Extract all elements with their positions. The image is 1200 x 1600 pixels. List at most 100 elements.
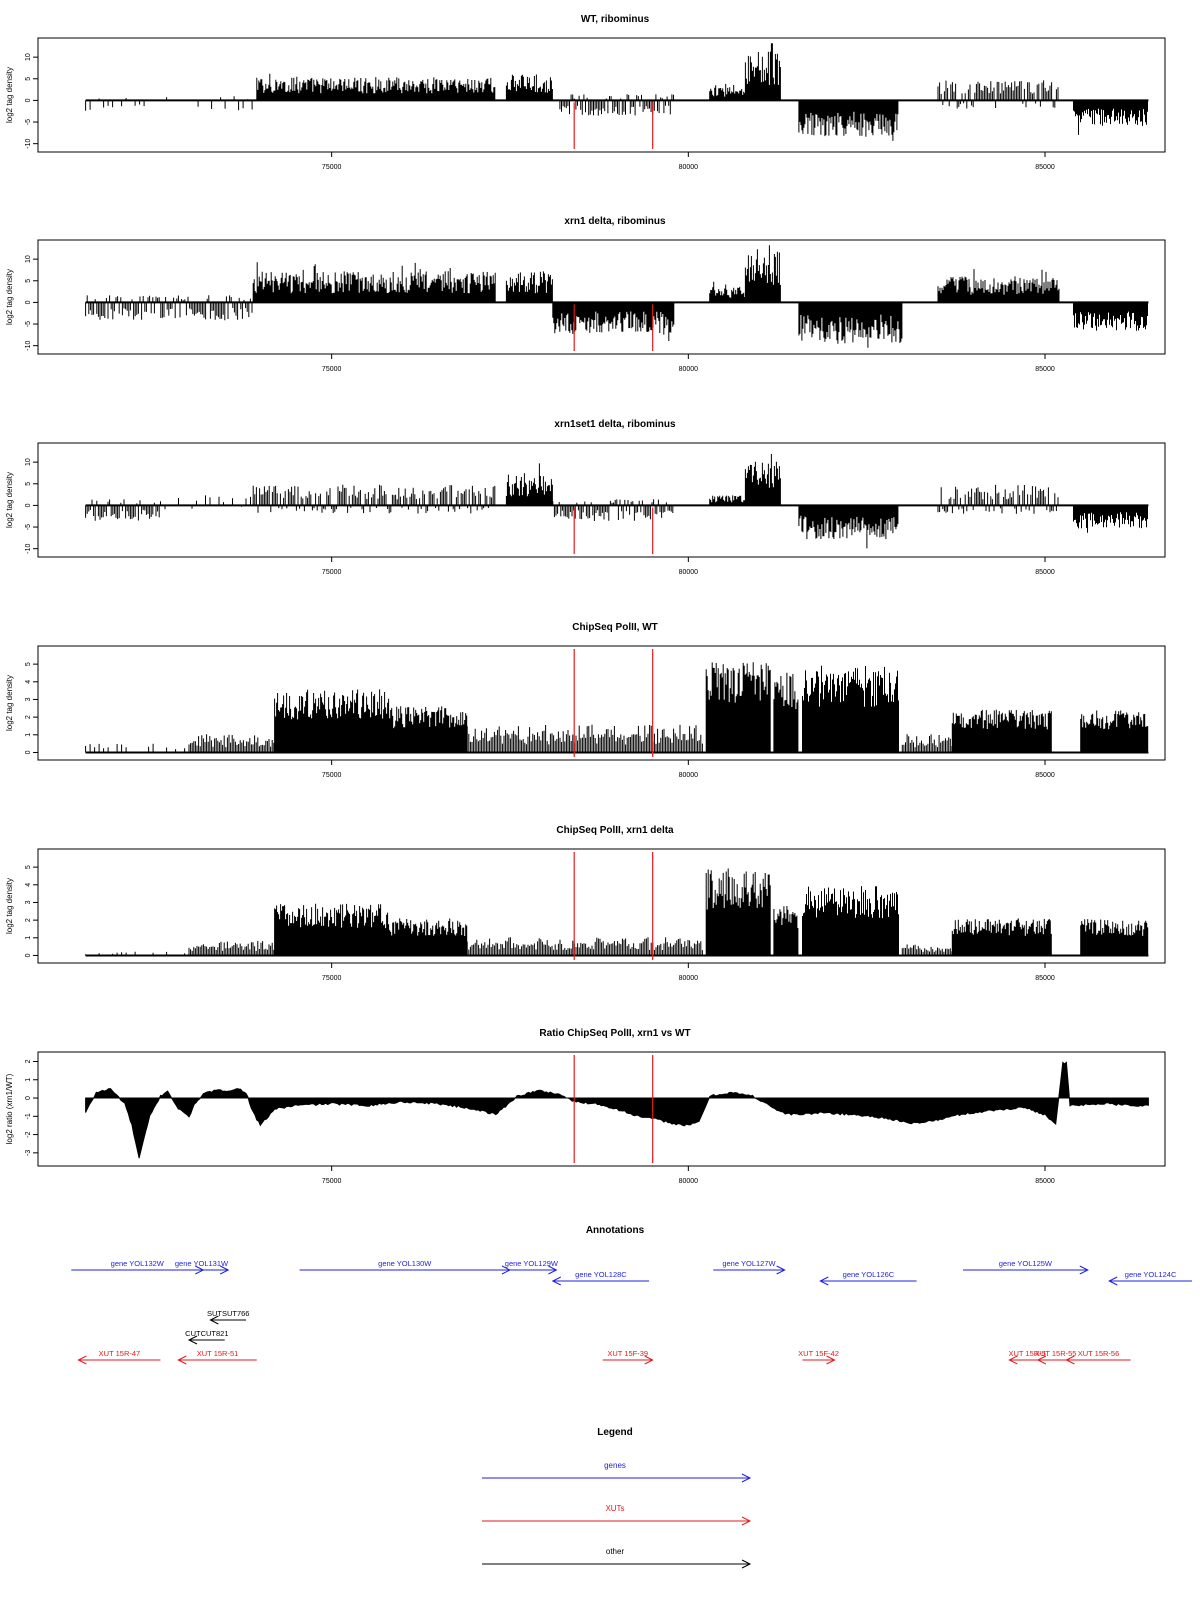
- track-panel: Ratio ChipSeq PolII, xrn1 vs WT log2 rati…: [5, 1028, 1166, 1185]
- signal-series: [85, 245, 1148, 348]
- y-tick-label: 3: [25, 900, 32, 904]
- annotation-label: gene YOL132W: [111, 1259, 165, 1268]
- y-tick-label: 5: [25, 482, 32, 486]
- legend-label: other: [606, 1547, 625, 1556]
- y-tick-label: -5: [25, 321, 32, 327]
- y-tick-label: -5: [25, 524, 32, 530]
- y-tick-label: -1: [25, 1113, 32, 1119]
- plot-frame: [37, 37, 1166, 153]
- legend-title: Legend: [597, 1427, 633, 1438]
- y-tick-label: 1: [25, 936, 32, 940]
- annotation-xut-arrow: XUT 15F-42: [798, 1349, 839, 1365]
- y-axis-label: log2 tag density: [5, 675, 14, 731]
- y-axis-label: log2 tag density: [5, 878, 14, 934]
- annotation-label: gene YOL125W: [999, 1259, 1053, 1268]
- x-tick-label: 80000: [679, 772, 699, 779]
- y-axis-label: log2 tag density: [5, 269, 14, 325]
- track-panel: xrn1set1 delta, ribominus log2 tag densit…: [5, 419, 1166, 576]
- y-tick-label: 3: [25, 697, 32, 701]
- annotations-panel: Annotations gene YOL132W gene YOL131W gene …: [71, 1225, 1192, 1365]
- x-tick-label: 85000: [1035, 975, 1055, 982]
- x-tick-label: 75000: [322, 164, 342, 171]
- x-tick-label: 80000: [679, 569, 699, 576]
- x-tick-label: 75000: [322, 1178, 342, 1185]
- track-panel: ChipSeq PolII, WT log2 tag density 0 1 2 3 4 5 7…: [5, 622, 1166, 779]
- track-title: ChipSeq PolII, WT: [572, 622, 658, 633]
- y-tick-label: 1: [25, 733, 32, 737]
- signal-series: [85, 454, 1148, 549]
- x-tick-label: 85000: [1035, 1178, 1055, 1185]
- y-tick-label: 10: [25, 255, 32, 263]
- track-title: xrn1set1 delta, ribominus: [554, 419, 676, 430]
- y-tick-label: -10: [25, 341, 32, 351]
- annotation-xut-arrow: XUT 15R-51: [177, 1349, 257, 1365]
- annotation-gene-arrow: gene YOL131W: [174, 1259, 230, 1275]
- y-tick-label: -10: [25, 139, 32, 149]
- y-axis-label: log2 ratio (xrn1/WT): [5, 1073, 14, 1144]
- y-tick-label: -5: [25, 119, 32, 125]
- plot-frame: [37, 442, 1166, 558]
- signal-series: [85, 43, 1148, 141]
- annotation-gene-arrow: gene YOL127W: [713, 1259, 786, 1275]
- y-tick-label: 0: [25, 953, 32, 957]
- y-tick-label: 0: [25, 300, 32, 304]
- annotation-gene-arrow: gene YOL126C: [819, 1270, 917, 1286]
- x-tick-label: 75000: [322, 975, 342, 982]
- annotation-label: CUTCUT821: [185, 1329, 228, 1338]
- y-tick-label: 0: [25, 750, 32, 754]
- legend-label: XUTs: [605, 1504, 624, 1513]
- y-tick-label: 4: [25, 883, 32, 887]
- signal-bars: [85, 245, 1148, 348]
- x-tick-label: 80000: [679, 366, 699, 373]
- annotation-gene-arrow: gene YOL129W: [505, 1259, 559, 1275]
- annotation-label: gene YOL131W: [175, 1259, 229, 1268]
- annotation-label: XUT 15F-39: [607, 1349, 648, 1358]
- annotation-other-arrow: CUTCUT821: [185, 1329, 229, 1345]
- y-tick-label: -10: [25, 544, 32, 554]
- annotation-label: gene YOL124C: [1125, 1270, 1177, 1279]
- annotation-label: SUTSUT766: [207, 1309, 250, 1318]
- y-tick-label: 5: [25, 865, 32, 869]
- annotation-gene-arrow: gene YOL128C: [551, 1270, 650, 1286]
- track-title: WT, ribominus: [581, 14, 650, 25]
- y-axis-label: log2 tag density: [5, 472, 14, 528]
- signal-bars: [85, 43, 1148, 141]
- signal-bars: [85, 454, 1148, 549]
- annotations-title: Annotations: [586, 1225, 645, 1236]
- plot-frame: [37, 645, 1166, 761]
- annotation-gene-arrow: gene YOL130W: [299, 1259, 512, 1275]
- legend-item-xut: XUTs: [482, 1504, 752, 1526]
- y-tick-label: 0: [25, 1096, 32, 1100]
- signal-bars: [85, 662, 1149, 753]
- y-tick-label: -2: [25, 1131, 32, 1137]
- y-tick-label: -3: [25, 1150, 32, 1156]
- track-panel: WT, ribominus log2 tag density -10 -5 0 5 10 75…: [5, 14, 1166, 171]
- y-tick-label: 1: [25, 1078, 32, 1082]
- annotation-label: gene YOL128C: [575, 1270, 627, 1279]
- y-tick-label: 5: [25, 662, 32, 666]
- annotation-label: gene YOL130W: [378, 1259, 432, 1268]
- annotation-label: gene YOL129W: [505, 1259, 559, 1268]
- y-tick-label: 0: [25, 503, 32, 507]
- y-tick-label: 4: [25, 680, 32, 684]
- y-tick-label: 5: [25, 77, 32, 81]
- annotation-other-arrow: SUTSUT766: [207, 1309, 250, 1325]
- y-tick-label: 2: [25, 715, 32, 719]
- x-tick-label: 85000: [1035, 772, 1055, 779]
- x-tick-label: 80000: [679, 975, 699, 982]
- y-axis-label: log2 tag density: [5, 67, 14, 123]
- annotation-label: XUT 15R-51: [197, 1349, 239, 1358]
- legend-item-other: other: [482, 1547, 752, 1569]
- plot-frame: [37, 848, 1166, 964]
- x-tick-label: 80000: [679, 164, 699, 171]
- signal-bars: [85, 868, 1149, 956]
- track-title: xrn1 delta, ribominus: [564, 216, 666, 227]
- x-tick-label: 75000: [322, 569, 342, 576]
- x-tick-label: 85000: [1035, 569, 1055, 576]
- annotation-label: XUT 15R-56: [1078, 1349, 1120, 1358]
- y-tick-label: 2: [25, 1059, 32, 1063]
- annotation-gene-arrow: gene YOL124C: [1108, 1270, 1192, 1286]
- legend-item-gene: genes: [482, 1461, 752, 1483]
- plot-frame: [37, 1051, 1166, 1167]
